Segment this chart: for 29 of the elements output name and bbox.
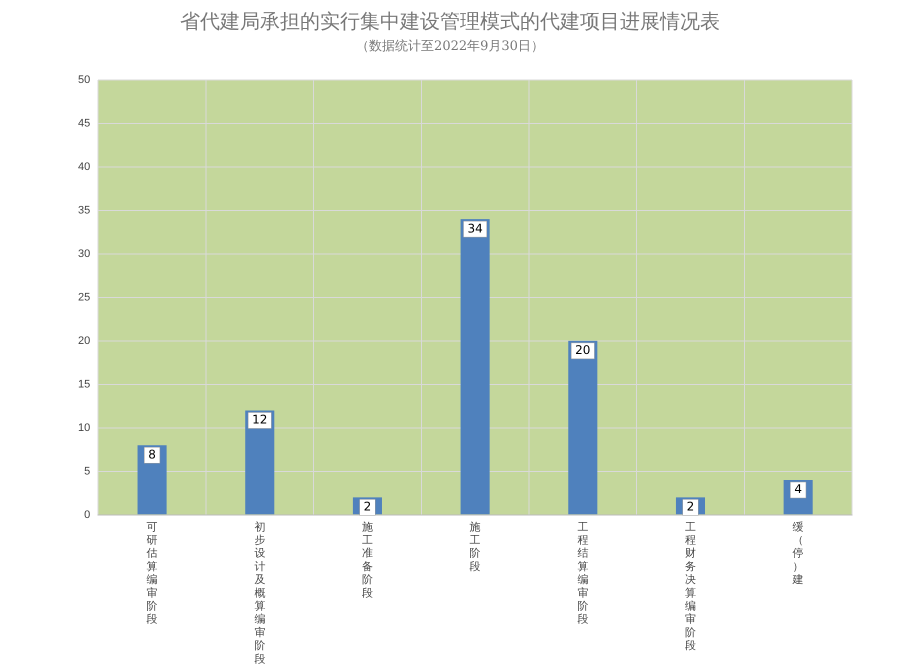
y-tick-label: 45	[78, 118, 90, 130]
x-tick-label: 施工阶段	[470, 520, 481, 573]
y-tick-label: 5	[84, 465, 90, 478]
x-tick-label: 工程结算编审阶段	[577, 520, 588, 626]
category-label: 初步设计及概算编审阶段	[254, 520, 266, 666]
y-tick-label: 0	[84, 508, 90, 521]
category-label: 工程财务决算编审阶段	[684, 520, 696, 652]
chart-subtitle: （数据统计至2022年9月30日）	[355, 38, 545, 55]
y-tick-label: 10	[78, 422, 90, 434]
bar	[460, 219, 490, 514]
bar	[568, 340, 598, 514]
x-tick-label: 可研估算编审阶段	[146, 520, 158, 626]
data-label: 2	[364, 500, 372, 514]
y-tick-label: 30	[78, 248, 90, 260]
chart-title: 省代建局承担的实行集中建设管理模式的代建项目进展情况表	[179, 8, 721, 35]
x-tick-label: 施工准备阶段	[362, 520, 373, 600]
y-tick-label: 20	[78, 334, 90, 347]
data-label: 20	[575, 343, 590, 358]
data-label: 2	[686, 500, 694, 514]
y-tick-label: 25	[78, 291, 90, 304]
y-tick-label: 40	[78, 160, 90, 173]
data-label: 4	[794, 482, 802, 496]
y-tick-label: 35	[78, 204, 90, 216]
data-label: 34	[467, 221, 483, 236]
y-tick-label: 50	[78, 74, 90, 86]
data-label: 8	[148, 447, 156, 462]
data-label: 12	[252, 412, 268, 427]
x-tick-label: 缓（停）建	[792, 520, 804, 586]
y-tick-label: 15	[78, 378, 90, 390]
